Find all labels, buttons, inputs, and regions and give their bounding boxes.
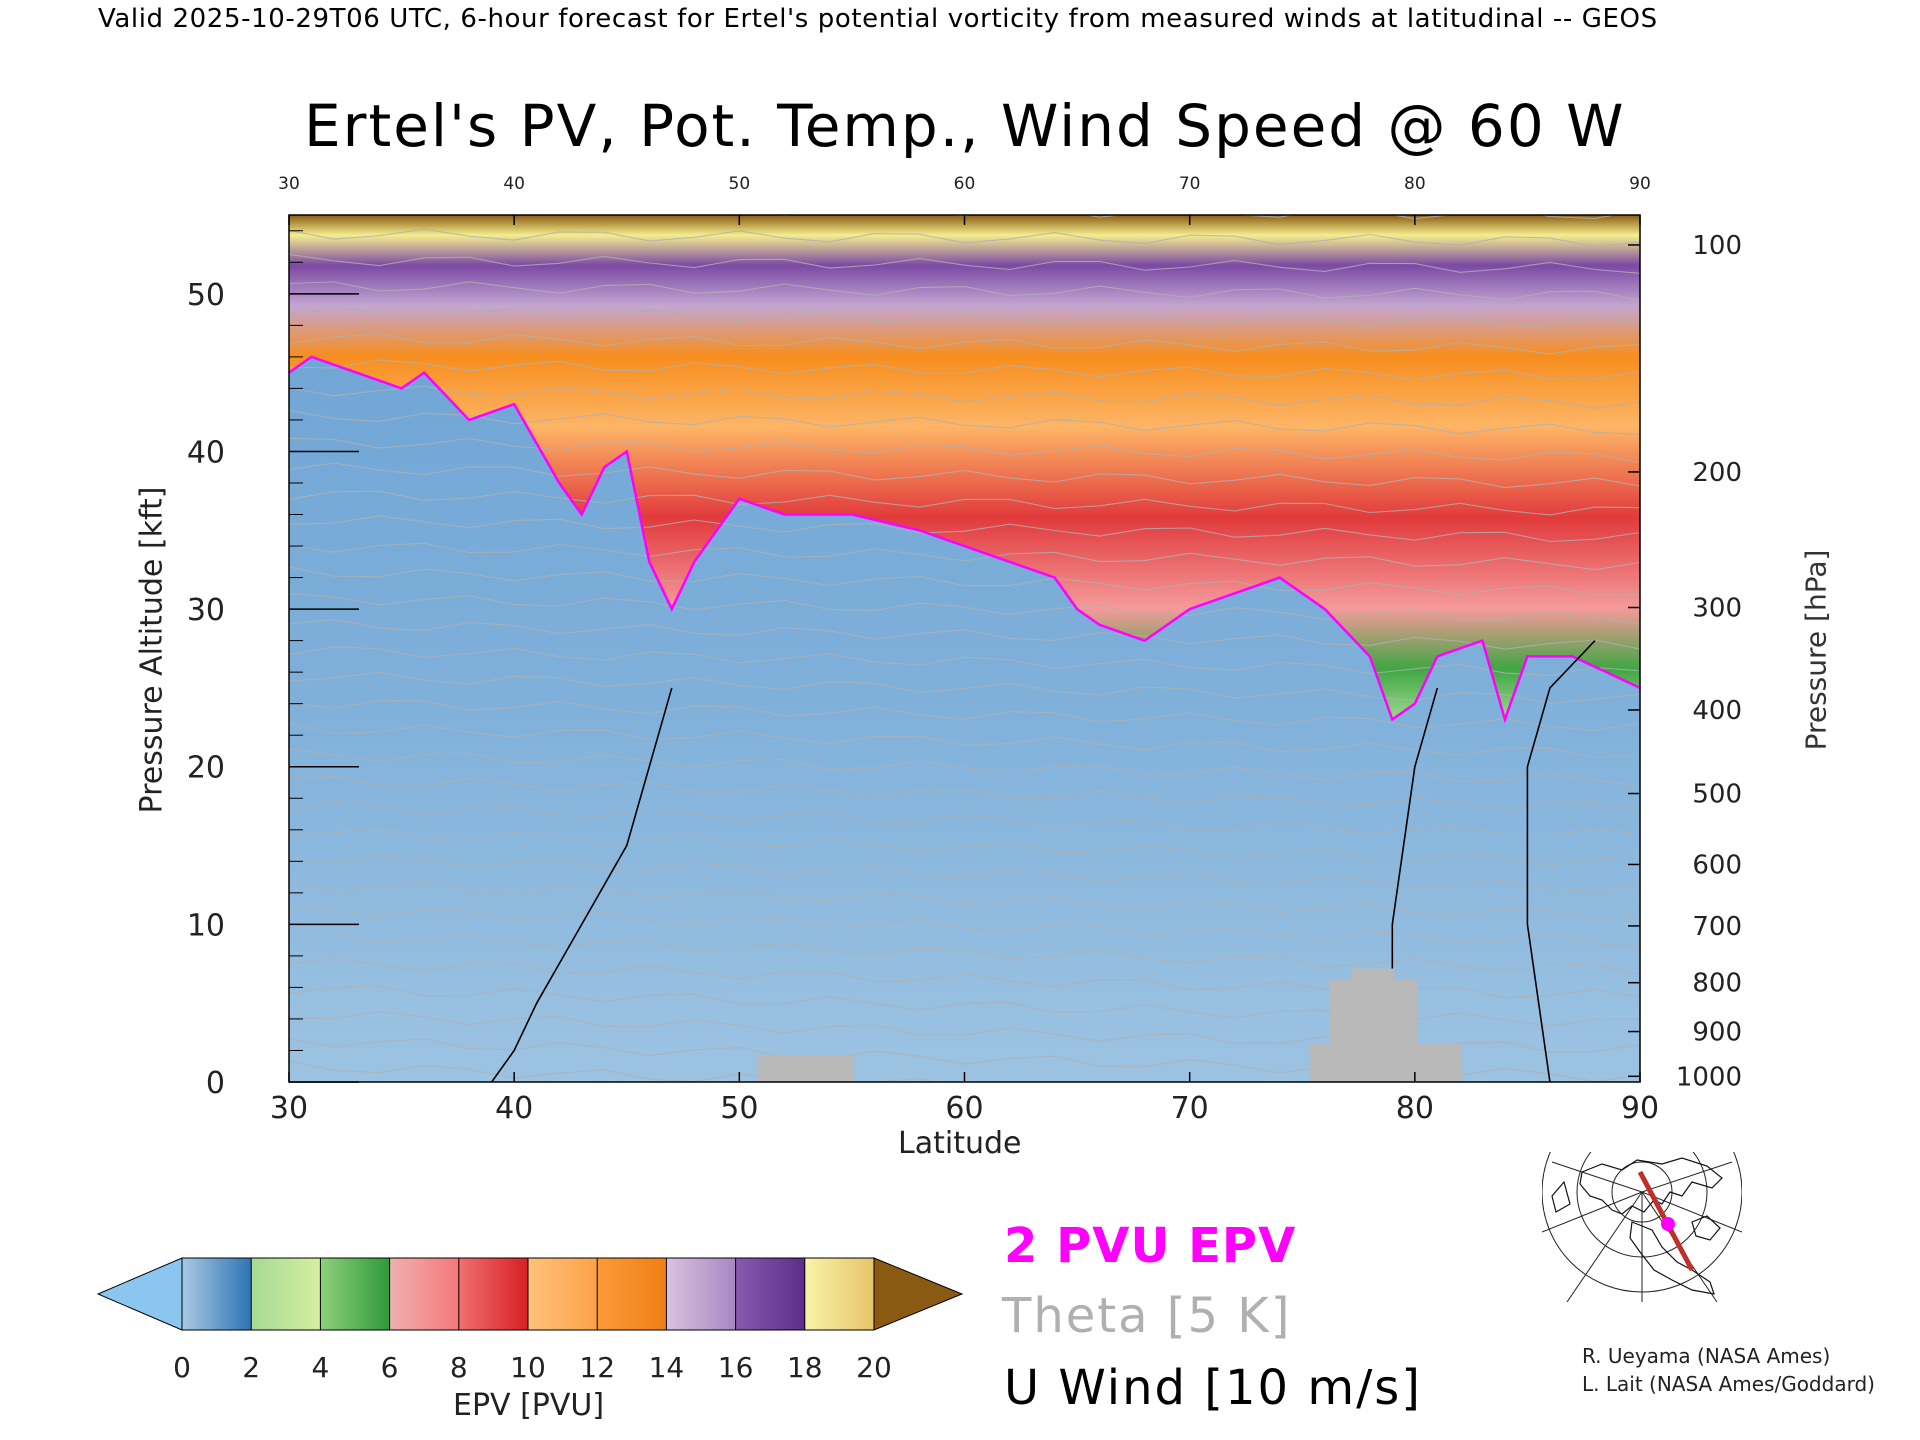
y-tick-label: 40 [187, 435, 225, 470]
colorbar-tick-label: 2 [242, 1351, 260, 1384]
colorbar-label: EPV [PVU] [453, 1388, 605, 1423]
colorbar-tick-label: 4 [311, 1351, 329, 1384]
top-tick-label: 30 [278, 174, 300, 194]
x-tick-label: 40 [495, 1091, 533, 1126]
u-wind-zero-contour [1526, 640, 1596, 1082]
colorbar-tick-label: 10 [510, 1351, 546, 1384]
theta-isentrope [289, 462, 1640, 489]
colorbar-high-arrow [873, 1257, 964, 1331]
top-tick-label: 50 [729, 174, 751, 194]
theta-isentrope [289, 828, 1640, 866]
pressure-tick-label: 800 [1692, 969, 1742, 999]
y-tick-label: 50 [187, 278, 225, 313]
theta-isentrope [289, 671, 1640, 705]
colorbar-tick-label: 18 [787, 1351, 823, 1384]
y-axis-label: Pressure Altitude [kft] [134, 486, 170, 814]
theta-isentrope [289, 646, 1640, 676]
theta-isentrope [289, 515, 1640, 543]
inset-location-marker [1661, 1217, 1675, 1231]
x-tick-label: 50 [720, 1091, 758, 1126]
pressure-tick-label: 100 [1692, 231, 1742, 261]
credit-line-1: R. Ueyama (NASA Ames) [1582, 1344, 1831, 1368]
pressure-tick-label: 300 [1692, 594, 1742, 624]
theta-isentrope [289, 723, 1640, 759]
legend-epv-line: 2 PVU EPV [1004, 1218, 1297, 1274]
theta-isentrope [289, 855, 1640, 892]
theta-isentrope [289, 904, 1640, 948]
y-tick-label: 30 [187, 593, 225, 628]
theta-isentrope [289, 409, 1640, 435]
x-tick-label: 30 [270, 1091, 308, 1126]
pressure-tick-label: 700 [1692, 912, 1742, 942]
chart-title: Ertel's PV, Pot. Temp., Wind Speed @ 60 … [304, 92, 1626, 160]
y-tick-label: 0 [206, 1066, 225, 1101]
top-tick-label: 60 [954, 174, 976, 194]
colorbar-tick-label: 12 [579, 1351, 615, 1384]
theta-isentrope [289, 618, 1640, 650]
theta-isentrope [289, 932, 1640, 975]
top-tick-label: 90 [1629, 174, 1651, 194]
top-tick-label: 80 [1404, 174, 1426, 194]
colorbar-tick-label: 20 [856, 1351, 892, 1384]
colorbar-tick-label: 14 [649, 1351, 685, 1384]
theta-isentrope [289, 566, 1640, 596]
top-tick-label: 70 [1179, 174, 1201, 194]
u-wind-zero-contour [490, 687, 673, 1082]
colorbar-low-arrow [96, 1257, 183, 1331]
theta-isentrope [289, 880, 1640, 921]
top-tick-label: 40 [503, 174, 525, 194]
legend-uwind: U Wind [10 m/s] [1004, 1360, 1423, 1416]
x-tick-label: 60 [945, 1091, 983, 1126]
pressure-tick-label: 1000 [1676, 1062, 1742, 1092]
colorbar-tick-label: 8 [450, 1351, 468, 1384]
theta-isentrope [289, 437, 1640, 464]
x-tick-label: 70 [1171, 1091, 1209, 1126]
credit-line-2: L. Lait (NASA Ames/Goddard) [1582, 1372, 1875, 1396]
y-tick-label: 20 [187, 751, 225, 786]
pressure-tick-label: 400 [1692, 696, 1742, 726]
theta-isentrope [289, 253, 1640, 274]
x-tick-label: 80 [1396, 1091, 1434, 1126]
y2-axis-label: Pressure [hPa] [1799, 549, 1833, 751]
x-axis-label: Latitude [898, 1126, 1022, 1161]
epv-2pvu-line [289, 355, 1640, 724]
colorbar-tick-label: 6 [381, 1351, 399, 1384]
theta-isentrope [289, 306, 1640, 327]
theta-isentrope [289, 281, 1640, 301]
theta-isentrope [289, 333, 1640, 355]
pressure-tick-label: 200 [1692, 458, 1742, 488]
theta-isentrope [289, 775, 1640, 813]
theta-isentrope [289, 490, 1640, 516]
theta-isentrope [289, 359, 1640, 381]
theta-isentrope [289, 592, 1640, 625]
theta-isentrope [289, 542, 1640, 571]
theta-isentrope [289, 385, 1640, 409]
pressure-tick-label: 500 [1692, 780, 1742, 810]
colorbar-tick-label: 0 [173, 1351, 191, 1384]
pressure-tick-label: 600 [1692, 850, 1742, 880]
terrain-block [1351, 968, 1395, 1082]
x-tick-label: 90 [1621, 1091, 1659, 1126]
theta-isentrope [289, 228, 1640, 248]
legend-theta: Theta [5 K] [1002, 1288, 1292, 1344]
pressure-tick-label: 900 [1692, 1018, 1742, 1048]
inset-globe-map [1542, 1152, 1742, 1302]
theta-isentrope [289, 699, 1640, 732]
colorbar-tick-label: 16 [718, 1351, 754, 1384]
theta-isentrope [289, 801, 1640, 837]
terrain-block [757, 1055, 855, 1082]
y-tick-label: 10 [187, 908, 225, 943]
header-text: Valid 2025-10-29T06 UTC, 6-hour forecast… [98, 4, 1658, 34]
coastline-shapes [1551, 1157, 1723, 1295]
